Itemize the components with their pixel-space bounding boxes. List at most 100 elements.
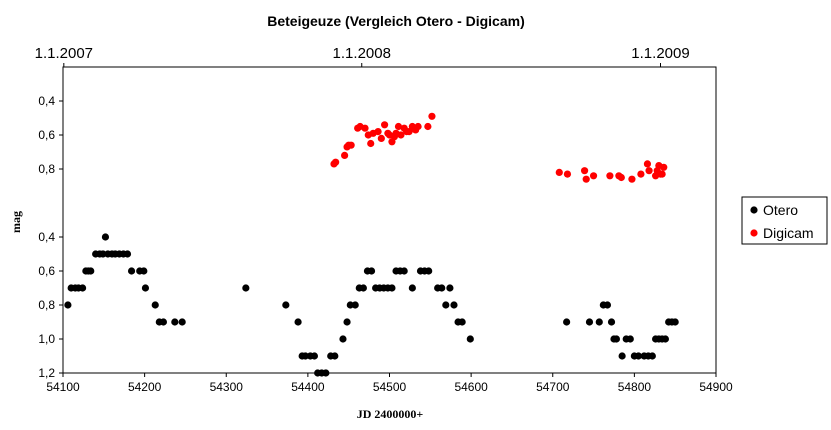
point-otero — [400, 267, 408, 275]
point-digicam — [617, 173, 625, 182]
y-tick-label: 0,6 — [38, 128, 55, 142]
point-otero — [343, 318, 351, 326]
y-axis: 0,4 0,6 0,8 0,4 0,6 0,8 1,0 1,2 — [38, 94, 63, 380]
point-otero — [322, 369, 330, 377]
point-otero — [64, 301, 72, 309]
point-otero — [78, 284, 87, 292]
x-tick-label: 54700 — [536, 380, 570, 394]
legend-marker-otero — [750, 206, 758, 214]
point-digicam — [563, 170, 572, 178]
point-otero — [458, 318, 466, 326]
point-otero — [151, 301, 159, 309]
legend-marker-digicam — [750, 229, 758, 237]
point-otero — [127, 267, 136, 275]
point-digicam — [606, 172, 614, 180]
point-otero — [648, 352, 656, 360]
point-digicam — [341, 151, 349, 159]
point-otero — [466, 335, 474, 343]
point-digicam — [381, 121, 389, 129]
point-digicam — [332, 158, 340, 166]
point-otero — [282, 301, 290, 309]
x-tick-label: 54600 — [454, 380, 488, 394]
y-tick-label: 0,8 — [38, 298, 55, 312]
x-tick-label: 54900 — [699, 380, 733, 394]
point-digicam — [628, 175, 636, 183]
data-points — [64, 112, 679, 377]
point-otero — [612, 335, 621, 343]
point-otero — [607, 318, 616, 326]
point-digicam — [394, 122, 403, 131]
date-label: 1.1.2008 — [333, 45, 391, 62]
point-otero — [171, 318, 179, 326]
x-tick-label: 54800 — [618, 380, 652, 394]
point-otero — [603, 301, 612, 309]
x-tick-label: 54500 — [373, 380, 407, 394]
point-otero — [141, 284, 150, 292]
legend: Otero Digicam — [741, 196, 828, 245]
point-digicam — [580, 167, 589, 175]
point-otero — [626, 335, 634, 343]
x-tick-label: 54400 — [291, 380, 325, 394]
point-otero — [450, 301, 458, 309]
top-date-labels: 1.1.2007 1.1.2008 1.1.2009 — [35, 45, 690, 67]
y-axis-title: mag — [9, 211, 23, 233]
y-tick-label: 1,0 — [38, 332, 55, 346]
point-digicam — [414, 122, 422, 131]
legend-label-otero: Otero — [763, 202, 798, 218]
point-digicam — [424, 122, 432, 131]
point-digicam — [347, 141, 355, 149]
point-otero — [661, 335, 669, 343]
point-otero — [388, 284, 396, 292]
point-digicam — [660, 163, 668, 171]
point-digicam — [361, 124, 369, 132]
point-otero — [351, 301, 359, 309]
point-otero — [310, 352, 319, 360]
point-digicam — [651, 172, 660, 180]
legend-box — [741, 196, 828, 245]
point-digicam — [428, 112, 436, 120]
point-digicam — [397, 131, 405, 139]
x-tick-label: 54200 — [128, 380, 162, 394]
x-axis-title: JD 2400000+ — [357, 407, 424, 421]
point-otero — [159, 318, 167, 326]
point-digicam — [555, 168, 563, 176]
point-otero — [563, 318, 571, 326]
point-otero — [438, 284, 446, 292]
point-otero — [178, 318, 186, 326]
point-otero — [242, 284, 250, 292]
y-tick-label: 0,4 — [38, 230, 55, 244]
point-digicam — [377, 134, 385, 142]
point-otero — [442, 301, 450, 309]
x-axis: 54100 54200 54300 54400 54500 54600 54700 54800… — [46, 373, 733, 394]
point-digicam — [643, 160, 652, 168]
date-label: 1.1.2007 — [35, 45, 93, 62]
point-otero — [359, 284, 367, 292]
point-digicam — [367, 139, 375, 148]
point-otero — [595, 318, 603, 326]
y-tick-label: 0,8 — [38, 162, 55, 176]
point-otero — [140, 267, 148, 275]
point-otero — [101, 233, 110, 241]
point-digicam — [589, 172, 598, 180]
date-label: 1.1.2009 — [631, 45, 689, 62]
point-digicam — [645, 167, 653, 175]
point-otero — [367, 267, 376, 275]
point-digicam — [405, 128, 413, 136]
point-otero — [634, 352, 643, 360]
point-otero — [585, 318, 594, 326]
point-digicam — [374, 128, 382, 136]
x-tick-label: 54300 — [210, 380, 244, 394]
point-otero — [425, 267, 433, 275]
point-otero — [671, 318, 679, 326]
point-otero — [446, 284, 454, 292]
x-tick-label: 54100 — [46, 380, 80, 394]
plot-frame — [62, 66, 717, 374]
y-tick-label: 0,6 — [38, 264, 55, 278]
point-otero — [294, 318, 302, 326]
chart-title: Beteigeuze (Vergleich Otero - Digicam) — [267, 13, 525, 29]
point-digicam — [637, 170, 645, 178]
legend-label-digicam: Digicam — [763, 225, 814, 241]
y-tick-label: 0,4 — [38, 94, 55, 108]
point-otero — [331, 352, 339, 360]
